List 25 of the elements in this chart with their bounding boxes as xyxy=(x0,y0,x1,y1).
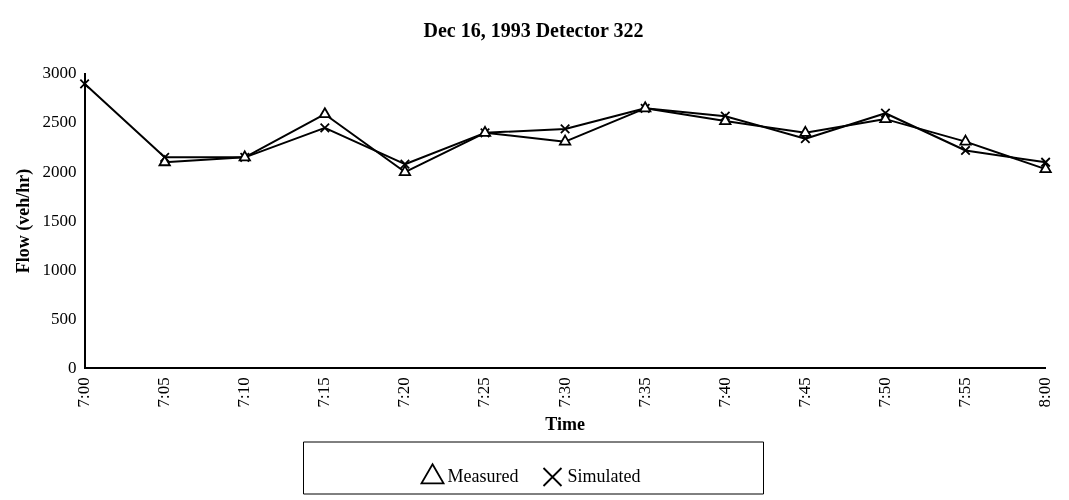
chart-title: Dec 16, 1993 Detector 322 xyxy=(423,19,644,42)
y-axis-title: Flow (veh/hr) xyxy=(13,168,35,274)
x-tick-label: 7:35 xyxy=(634,377,654,408)
x-tick-label: 7:25 xyxy=(474,377,494,408)
x-tick-label: 7:30 xyxy=(554,377,574,408)
y-tick-label: 1000 xyxy=(42,259,77,279)
x-tick-label: 7:50 xyxy=(874,377,894,408)
legend-label: Simulated xyxy=(567,465,641,486)
y-tick-label: 3000 xyxy=(42,63,77,83)
x-tick-label: 7:55 xyxy=(954,377,974,408)
y-tick-label: 500 xyxy=(51,308,77,328)
y-tick-label: 2500 xyxy=(42,112,77,132)
y-tick-label: 2000 xyxy=(42,161,77,181)
legend-label: Measured xyxy=(447,465,519,486)
x-tick-label: 8:00 xyxy=(1035,377,1055,408)
x-tick-label: 7:20 xyxy=(394,377,414,408)
x-tick-label: 7:10 xyxy=(234,377,254,408)
x-tick-label: 7:40 xyxy=(714,377,734,408)
x-tick-label: 7:05 xyxy=(154,377,174,408)
y-tick-label: 0 xyxy=(68,357,77,377)
x-tick-label: 7:00 xyxy=(74,377,94,408)
x-tick-label: 7:15 xyxy=(314,377,334,408)
x-tick-label: 7:45 xyxy=(794,377,814,408)
y-tick-label: 1500 xyxy=(42,210,77,230)
x-axis-title: Time xyxy=(545,413,585,434)
